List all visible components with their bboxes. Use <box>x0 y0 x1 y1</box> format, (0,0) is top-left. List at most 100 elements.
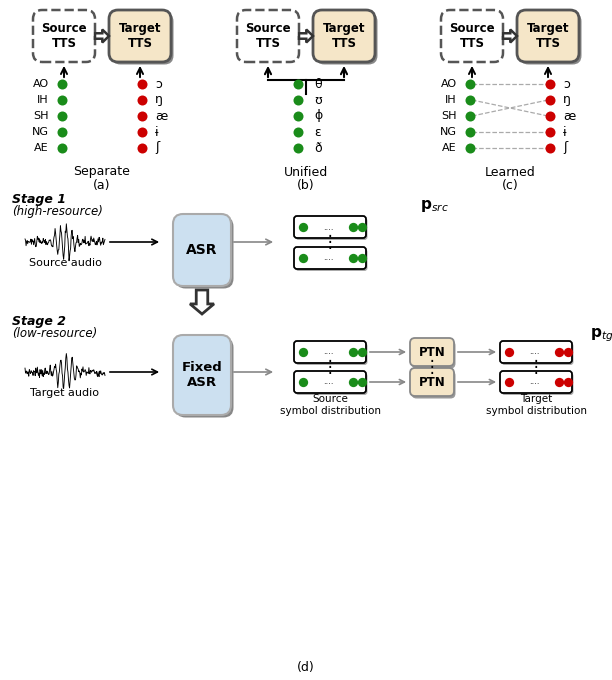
Text: æ: æ <box>155 109 167 122</box>
Text: (c): (c) <box>502 178 518 192</box>
Text: ɛ: ɛ <box>314 126 321 139</box>
Point <box>504 377 514 388</box>
FancyBboxPatch shape <box>500 371 572 393</box>
Point <box>465 143 475 154</box>
Text: ɔ: ɔ <box>155 78 162 90</box>
FancyBboxPatch shape <box>173 214 231 286</box>
Point <box>545 79 555 90</box>
Text: AE: AE <box>442 143 457 153</box>
Point <box>57 143 67 154</box>
Point <box>298 347 308 358</box>
Text: ɸ: ɸ <box>314 109 323 122</box>
Polygon shape <box>190 290 214 314</box>
Text: $\mathbf{p}_{tgt}$: $\mathbf{p}_{tgt}$ <box>590 326 612 344</box>
Text: Unified: Unified <box>284 165 328 178</box>
FancyBboxPatch shape <box>316 12 378 65</box>
FancyBboxPatch shape <box>296 373 367 395</box>
Point <box>57 79 67 90</box>
Text: ⋮: ⋮ <box>528 358 544 376</box>
FancyBboxPatch shape <box>294 341 366 363</box>
FancyBboxPatch shape <box>296 218 367 240</box>
Text: ð: ð <box>314 141 322 154</box>
Point <box>554 347 564 358</box>
Point <box>545 126 555 137</box>
Text: æ: æ <box>563 109 575 122</box>
Point <box>465 95 475 105</box>
Text: SH: SH <box>441 111 457 121</box>
Text: NG: NG <box>440 127 457 137</box>
Point <box>298 222 308 233</box>
Text: ⋮: ⋮ <box>424 358 440 376</box>
Text: (low-resource): (low-resource) <box>12 326 97 339</box>
Point <box>357 347 367 358</box>
Point <box>293 111 303 122</box>
FancyBboxPatch shape <box>294 371 366 393</box>
Point <box>545 95 555 105</box>
FancyBboxPatch shape <box>410 338 454 366</box>
FancyBboxPatch shape <box>411 341 455 369</box>
Point <box>357 222 367 233</box>
Point <box>563 347 573 358</box>
Point <box>357 252 367 263</box>
Point <box>298 377 308 388</box>
Text: Source
TTS: Source TTS <box>41 22 87 50</box>
Point <box>348 252 358 263</box>
Text: Source
TTS: Source TTS <box>245 22 291 50</box>
Text: NG: NG <box>32 127 49 137</box>
Text: ⋮: ⋮ <box>322 233 338 251</box>
FancyBboxPatch shape <box>501 373 573 395</box>
Polygon shape <box>95 29 109 42</box>
Text: Target
symbol distribution: Target symbol distribution <box>485 394 586 415</box>
Text: ʃ: ʃ <box>155 141 159 154</box>
FancyBboxPatch shape <box>520 12 581 65</box>
Text: ŋ: ŋ <box>155 94 163 107</box>
FancyBboxPatch shape <box>237 10 299 62</box>
Text: IH: IH <box>37 95 49 105</box>
FancyBboxPatch shape <box>294 247 366 269</box>
Point <box>348 377 358 388</box>
Text: Source
TTS: Source TTS <box>449 22 495 50</box>
Text: θ: θ <box>314 78 322 90</box>
Text: PTN: PTN <box>419 345 446 358</box>
Text: SH: SH <box>34 111 49 121</box>
Point <box>554 377 564 388</box>
Text: Source
symbol distribution: Source symbol distribution <box>280 394 381 415</box>
Text: ....: .... <box>529 347 539 356</box>
Polygon shape <box>503 29 517 42</box>
Point <box>348 347 358 358</box>
Polygon shape <box>299 29 313 42</box>
Text: IH: IH <box>446 95 457 105</box>
FancyBboxPatch shape <box>441 10 503 62</box>
FancyBboxPatch shape <box>294 216 366 238</box>
Text: Source audio: Source audio <box>29 258 102 268</box>
Point <box>357 377 367 388</box>
FancyBboxPatch shape <box>111 12 173 65</box>
Text: AO: AO <box>33 79 49 89</box>
FancyBboxPatch shape <box>410 368 454 396</box>
Text: Learned: Learned <box>485 165 536 178</box>
Text: Target
TTS: Target TTS <box>323 22 365 50</box>
Text: ASR: ASR <box>186 243 218 257</box>
Text: $\mathbf{p}_{src}$: $\mathbf{p}_{src}$ <box>420 198 449 214</box>
Point <box>348 222 358 233</box>
Text: AE: AE <box>34 143 49 153</box>
Point <box>545 143 555 154</box>
Text: ....: .... <box>323 222 334 231</box>
Point <box>504 347 514 358</box>
Point <box>293 79 303 90</box>
FancyBboxPatch shape <box>176 216 234 288</box>
Point <box>137 143 147 154</box>
Text: ɔ: ɔ <box>563 78 570 90</box>
FancyBboxPatch shape <box>173 335 231 415</box>
Text: (b): (b) <box>297 178 315 192</box>
FancyBboxPatch shape <box>517 10 579 62</box>
Point <box>465 126 475 137</box>
Point <box>545 111 555 122</box>
Point <box>298 252 308 263</box>
FancyBboxPatch shape <box>411 371 455 398</box>
FancyBboxPatch shape <box>296 249 367 271</box>
Text: (high-resource): (high-resource) <box>12 205 103 218</box>
Text: ....: .... <box>323 377 334 386</box>
FancyBboxPatch shape <box>176 337 234 418</box>
Text: Separate: Separate <box>73 165 130 178</box>
